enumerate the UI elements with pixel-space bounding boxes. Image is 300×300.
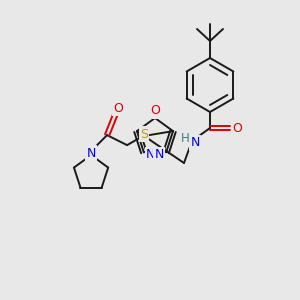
- Text: N: N: [86, 147, 96, 160]
- Text: N: N: [190, 136, 200, 149]
- Text: H: H: [181, 131, 189, 145]
- Text: N: N: [146, 148, 155, 161]
- Text: N: N: [154, 148, 164, 161]
- Text: S: S: [140, 128, 148, 141]
- Text: O: O: [150, 104, 160, 118]
- Text: O: O: [113, 102, 123, 115]
- Text: O: O: [232, 122, 242, 134]
